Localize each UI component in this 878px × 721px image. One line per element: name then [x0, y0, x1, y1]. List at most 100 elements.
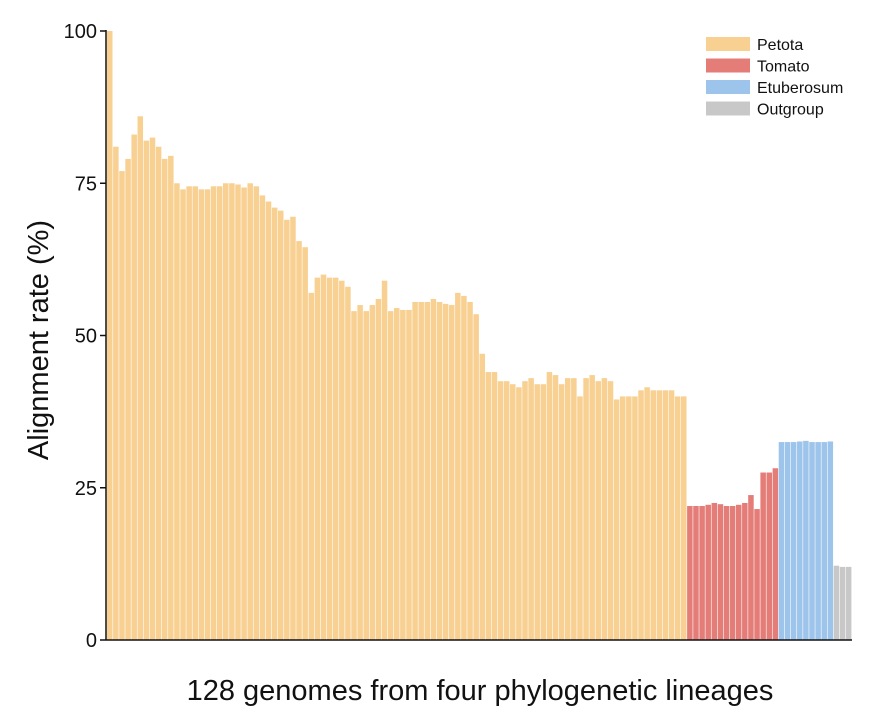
bar-petota-26: [259, 195, 266, 640]
bar-petota-55: [436, 302, 443, 640]
bar-petota-30: [284, 219, 290, 641]
bar-petota-87: [632, 396, 638, 640]
bar-petota-82: [601, 378, 608, 640]
bar-petota-77: [571, 378, 577, 640]
bar-petota-63: [485, 372, 492, 640]
bars-group: [107, 31, 852, 641]
bar-petota-78: [577, 396, 583, 640]
bar-petota-92: [662, 390, 669, 640]
bar-petota-67: [510, 384, 516, 640]
bar-petota-41: [351, 311, 357, 640]
bar-petota-5: [131, 134, 137, 640]
bar-petota-28: [271, 207, 278, 641]
bar-petota-93: [668, 390, 675, 640]
bar-etuberosum-3: [790, 442, 797, 640]
bar-petota-80: [589, 375, 595, 640]
bar-petota-15: [192, 186, 198, 641]
bar-tomato-3: [699, 506, 705, 640]
bar-petota-61: [473, 314, 479, 640]
bar-petota-70: [528, 378, 534, 640]
y-tick-label-25: 25: [75, 478, 97, 500]
legend-label-etuberosum: Etuberosum: [757, 80, 843, 97]
legend-swatch-petota: [706, 37, 750, 51]
bar-petota-40: [345, 286, 351, 640]
bar-petota-53: [424, 302, 431, 640]
bar-tomato-10: [742, 502, 748, 640]
bar-petota-64: [491, 372, 498, 640]
bar-petota-69: [522, 381, 528, 640]
bar-petota-65: [497, 381, 504, 640]
x-axis-title: 128 genomes from four phylogenetic linea…: [187, 675, 774, 707]
bar-petota-2: [113, 146, 119, 640]
bar-petota-12: [174, 183, 180, 640]
bar-tomato-7: [723, 506, 730, 640]
bar-petota-94: [674, 396, 681, 640]
bar-petota-47: [387, 311, 394, 640]
bar-petota-46: [381, 280, 388, 640]
bar-petota-29: [277, 210, 284, 640]
bar-petota-34: [308, 292, 315, 640]
bar-tomato-1: [687, 506, 693, 640]
bar-tomato-12: [754, 509, 760, 640]
y-tick-label-100: 100: [64, 21, 97, 43]
bar-petota-85: [619, 396, 626, 640]
bar-petota-58: [455, 292, 461, 640]
bar-petota-50: [406, 309, 412, 640]
bar-petota-56: [442, 303, 449, 640]
bar-petota-42: [357, 305, 363, 640]
bar-petota-21: [229, 183, 235, 640]
bar-petota-59: [461, 295, 467, 640]
bar-petota-36: [320, 274, 327, 640]
bar-petota-6: [137, 116, 144, 640]
bar-outgroup-3: [845, 566, 852, 640]
bar-petota-43: [363, 311, 369, 640]
bar-petota-1: [107, 31, 113, 640]
y-ticks-group: 0 25 50 75 100: [64, 21, 106, 652]
legend-swatch-tomato: [706, 58, 750, 73]
bar-petota-7: [143, 140, 150, 640]
bar-petota-91: [656, 390, 663, 640]
bar-petota-95: [681, 396, 687, 640]
bar-petota-60: [467, 302, 473, 640]
bar-petota-18: [210, 186, 217, 641]
bar-petota-73: [546, 372, 553, 640]
bar-tomato-11: [748, 495, 754, 640]
bar-etuberosum-1: [778, 442, 785, 640]
bar-petota-23: [241, 187, 247, 640]
bar-petota-24: [247, 183, 253, 640]
bar-petota-66: [503, 381, 510, 640]
legend: Petota Tomato Etuberosum Outgroup: [706, 37, 843, 119]
bar-petota-44: [369, 305, 376, 640]
bar-petota-25: [253, 186, 260, 641]
axes-group: 0 25 50 75 100: [64, 21, 852, 652]
bar-petota-81: [595, 381, 602, 640]
bar-petota-37: [326, 277, 333, 640]
bar-outgroup-1: [833, 565, 840, 640]
bar-petota-14: [186, 186, 192, 641]
y-tick-label-0: 0: [86, 630, 97, 652]
bar-etuberosum-5: [803, 440, 809, 640]
bar-petota-16: [198, 189, 205, 640]
bar-petota-45: [375, 298, 382, 640]
bar-petota-22: [235, 184, 241, 640]
bar-etuberosum-6: [809, 442, 815, 640]
bar-outgroup-2: [839, 566, 846, 640]
bar-etuberosum-7: [815, 442, 821, 640]
bar-petota-88: [638, 390, 644, 640]
legend-label-tomato: Tomato: [757, 59, 810, 76]
y-tick-label-50: 50: [75, 326, 97, 348]
bar-petota-49: [400, 309, 406, 640]
bar-petota-4: [125, 158, 131, 640]
bar-petota-32: [296, 241, 302, 640]
bar-petota-79: [583, 378, 589, 640]
bar-petota-13: [180, 189, 186, 640]
bar-etuberosum-8: [821, 442, 827, 640]
legend-label-petota: Petota: [757, 37, 803, 54]
bar-tomato-2: [693, 506, 699, 640]
bar-petota-72: [540, 384, 547, 640]
bar-petota-20: [223, 183, 229, 640]
bar-tomato-13: [760, 472, 766, 640]
bar-petota-84: [613, 399, 620, 640]
bar-petota-83: [607, 381, 614, 640]
